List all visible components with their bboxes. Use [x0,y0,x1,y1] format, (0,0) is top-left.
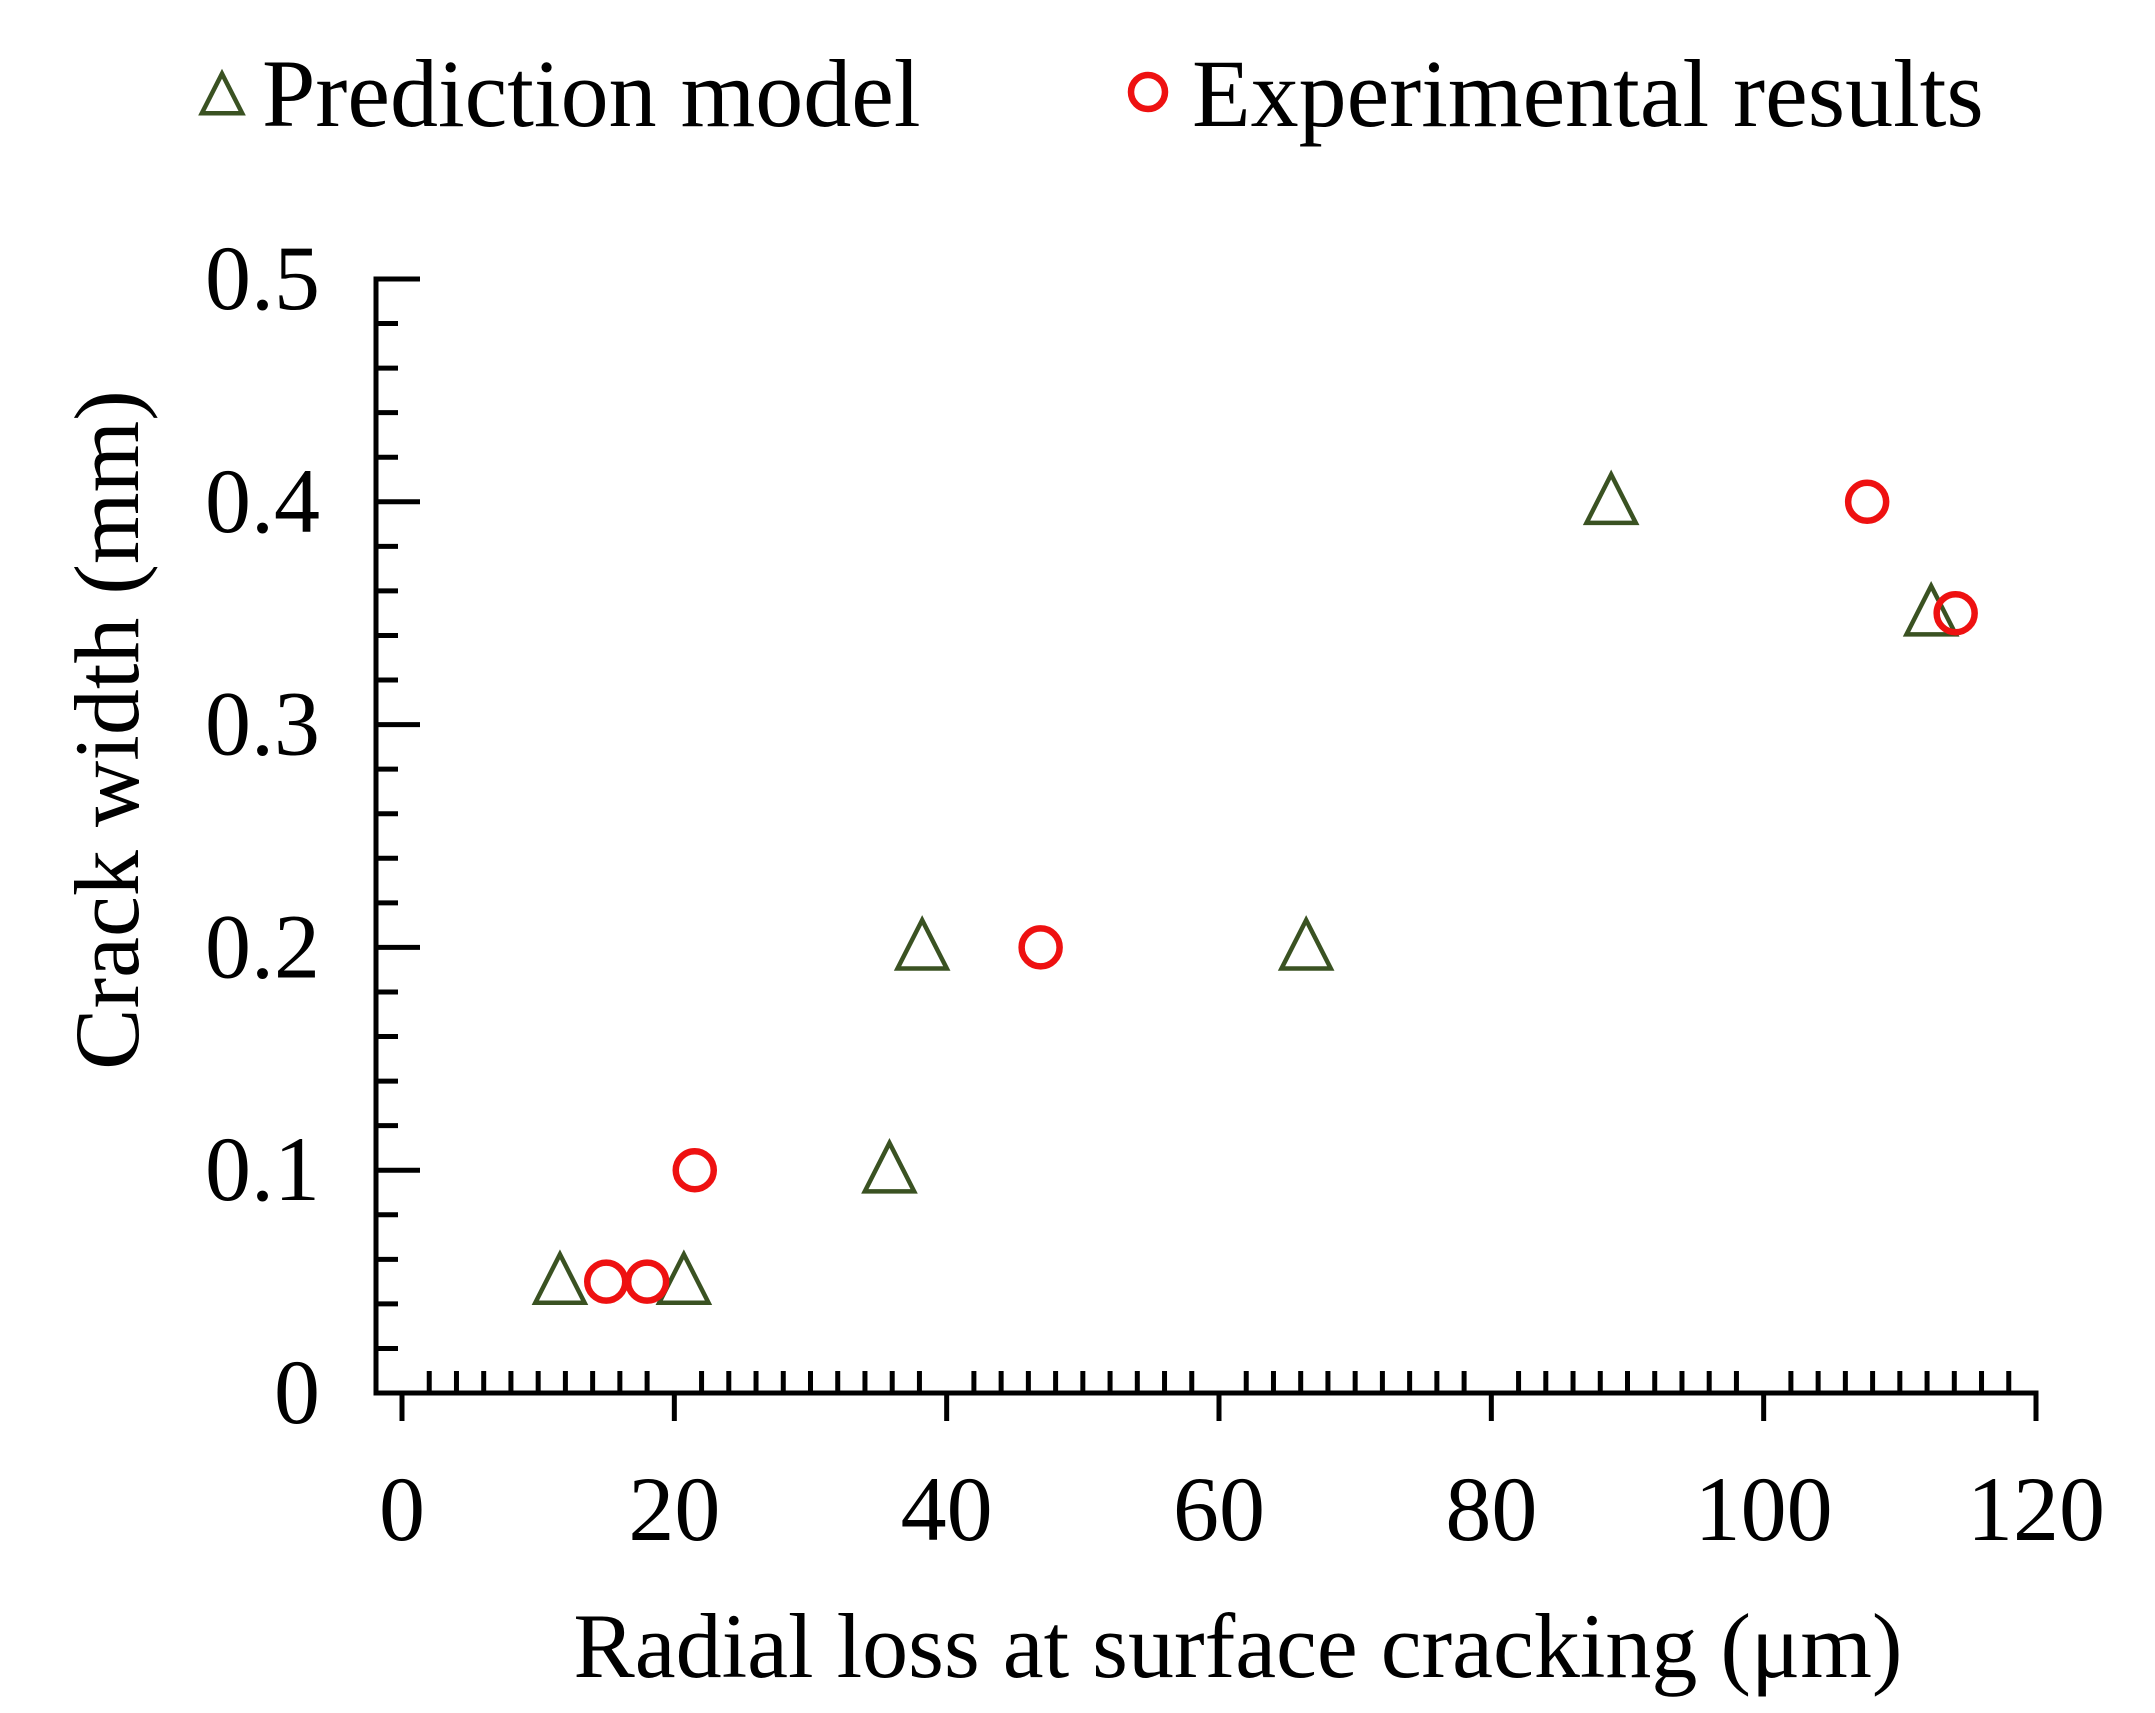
experimental-result-point [1844,479,1890,525]
y-tick-label: 0.2 [205,895,320,997]
prediction-model-point [655,1249,713,1305]
x-tick-label: 0 [379,1458,425,1560]
prediction-model-point [893,915,951,971]
x-tick-label: 100 [1695,1458,1833,1560]
experimental-result-point [1933,590,1978,636]
legend-label-prediction-model: Prediction model [262,40,921,147]
x-tick-labels: 0 20 40 60 80 100 120 [379,1458,2105,1560]
y-tick-label: 0.5 [205,227,320,329]
data-points [531,469,1978,1305]
prediction-model-point [1902,580,1960,637]
y-tick-label: 0 [274,1341,320,1443]
legend-label-experimental-results: Experimental results [1192,40,1984,147]
x-ticks [399,1371,2039,1421]
y-ticks [376,276,420,1396]
prediction-model-point [531,1249,589,1305]
legend: Prediction model Experimental results [198,40,1984,147]
y-tick-labels: 0 0.1 0.2 0.3 0.4 0.5 [205,227,320,1443]
legend-marker-prediction-model [198,68,246,116]
y-axis-title: Crack width (mm) [56,390,158,1070]
y-tick-label: 0.4 [205,450,320,552]
y-tick-label: 0.1 [205,1118,320,1220]
experimental-result-point [624,1259,670,1304]
prediction-model-point [1277,915,1335,971]
prediction-model-point [861,1137,918,1194]
prediction-model-point [1582,469,1640,526]
x-tick-label: 40 [901,1458,993,1560]
x-tick-label: 60 [1173,1458,1265,1560]
experimental-result-point [584,1259,629,1304]
axes: 0 0.1 0.2 0.3 0.4 0.5 0 20 40 60 80 100 120 [205,227,2105,1560]
x-tick-label: 80 [1445,1458,1537,1560]
x-tick-label: 20 [628,1458,720,1560]
x-tick-label: 120 [1967,1458,2105,1560]
x-axis-title: Radial loss at surface cracking (μm) [573,1595,1902,1697]
experimental-result-point [672,1147,718,1193]
y-tick-label: 0.3 [205,673,320,775]
legend-marker-experimental-results [1127,71,1169,113]
experimental-result-point [1018,925,1063,970]
